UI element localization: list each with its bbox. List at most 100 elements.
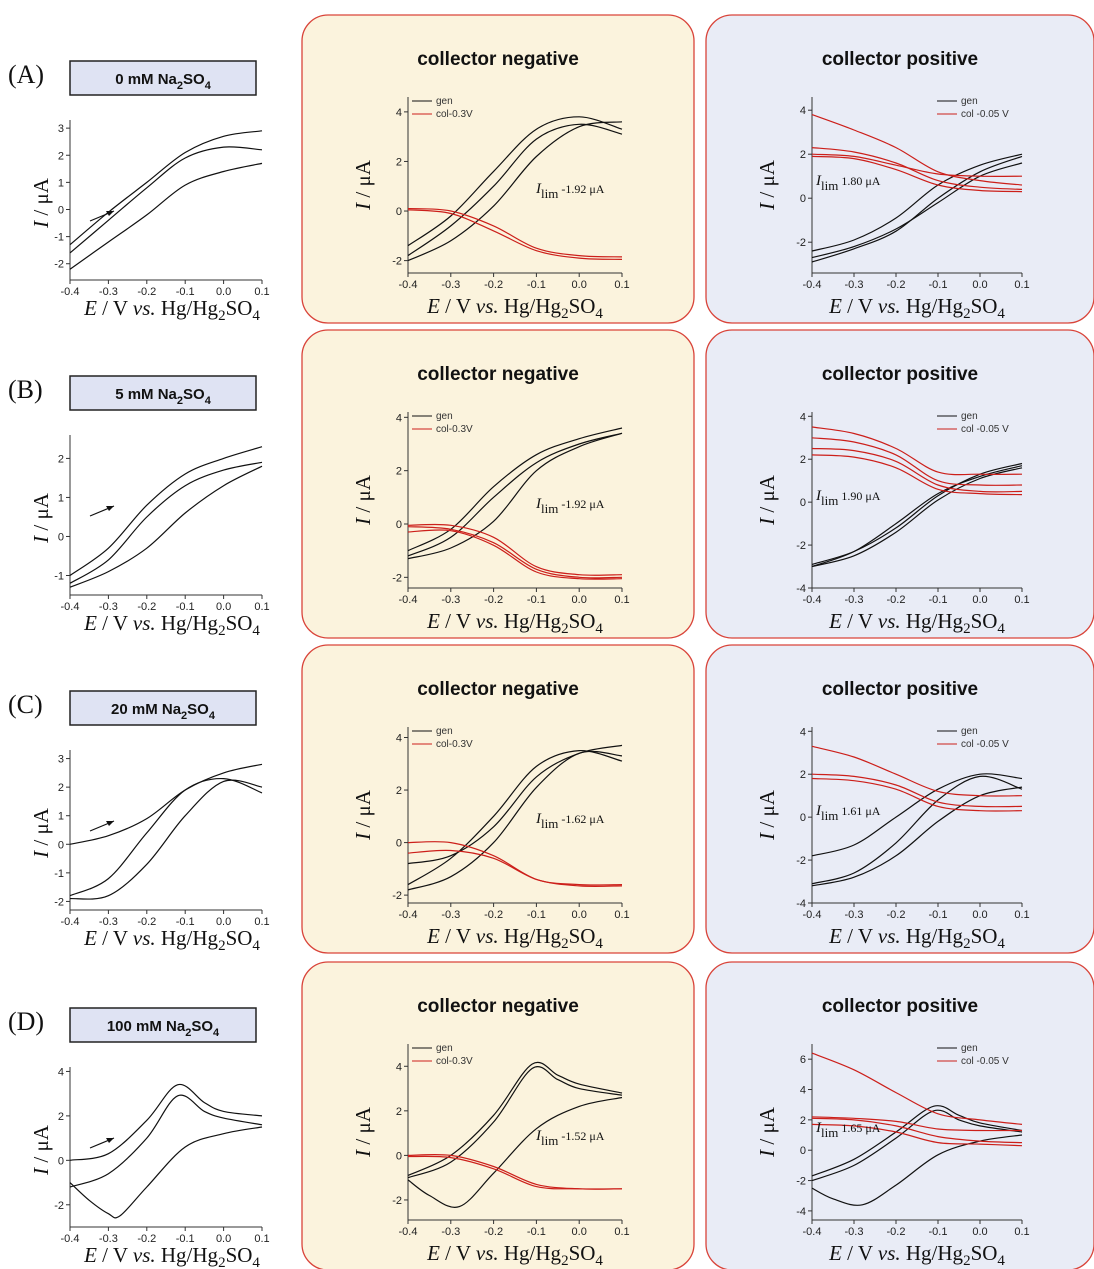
- panel-title: collector positive: [822, 679, 978, 700]
- row-2: (C) 20 mM Na2SO4-0.4 -0.3 -0.2 -0.1 0.0 0.1321…: [8, 644, 1094, 954]
- xlabel-sub: 4: [595, 936, 603, 952]
- pos-xtick-label: -0.1: [929, 1226, 948, 1238]
- overview-ytick-label: 3: [58, 123, 64, 135]
- ilim-sub: lim: [541, 186, 558, 201]
- ylabel-symbol: I: [29, 1167, 53, 1176]
- pos-xtick-label: -0.3: [845, 279, 864, 291]
- xlabel-sub: 4: [997, 306, 1005, 322]
- neg-gen-curve: [407, 123, 623, 257]
- ilim-symbol: I: [535, 811, 542, 827]
- overview-xtick-label: 0.0: [216, 916, 231, 928]
- pos-gen-curve: [811, 775, 1023, 885]
- ylabel-symbol: I: [351, 202, 375, 211]
- neg-gen-curve: [407, 744, 623, 865]
- panel-xlabel: E / V vs. Hg/Hg2SO4: [828, 924, 1005, 952]
- pos-ytick-label: 2: [800, 454, 806, 466]
- ilim-symbol: I: [535, 496, 542, 512]
- neg-axes: -0.4 -0.3 -0.2 -0.1 0.0 0.1 4 2 0 -2: [392, 97, 630, 291]
- ylabel-unit: / μA: [29, 177, 53, 221]
- condition-box: [69, 690, 257, 726]
- xlabel-sub: 2: [218, 308, 226, 324]
- neg-axes: -0.4 -0.3 -0.2 -0.1 0.0 0.1 4 2 0 -2: [392, 1044, 630, 1238]
- pos-plot: [811, 745, 1023, 887]
- overview-cv-curve: [69, 130, 263, 246]
- overview-cv-curve: [69, 1126, 263, 1219]
- xlabel-vs: vs.: [476, 609, 499, 633]
- condition-label: 5 mM Na2SO4: [115, 386, 212, 407]
- ylabel-symbol: I: [29, 535, 53, 544]
- overview-xlabel: E / V vs. Hg/Hg2SO4: [83, 611, 260, 639]
- ylabel-symbol: I: [29, 220, 53, 229]
- pos-ytick-label: 4: [800, 1085, 806, 1097]
- overview-xtick-label: -0.3: [99, 601, 118, 613]
- neg-xtick-label: -0.3: [441, 279, 460, 291]
- xlabel-ref: Hg/Hg: [499, 609, 562, 633]
- pos-col-0-05-v-curve: [811, 153, 1023, 177]
- ilim-sub: lim: [541, 501, 558, 516]
- pos-ytick-label: -2: [796, 540, 806, 552]
- neg-gen-curve: [407, 749, 623, 886]
- panel-xlabel: E / V vs. Hg/Hg2SO4: [426, 294, 603, 322]
- overview-xtick-label: 0.1: [254, 601, 269, 613]
- arrow-head-icon: [106, 821, 114, 826]
- overview-ytick-label: -1: [54, 232, 64, 244]
- xlabel-sub: 2: [561, 936, 569, 952]
- ilim-sub: lim: [821, 1125, 838, 1140]
- neg-xtick-label: -0.3: [441, 594, 460, 606]
- ilim-value: 1.90 μA: [838, 489, 880, 503]
- neg-ytick-label: -2: [392, 890, 402, 902]
- pos-col-0-05-v-curve: [811, 155, 1023, 193]
- collector-positive-panel: collector positive -0.4 -0.3 -0.2 -0.1 0.0 0.1…: [705, 329, 1094, 639]
- ilim-annotation: Ilim -1.62 μA: [535, 811, 605, 831]
- xlabel-vs: vs.: [878, 294, 901, 318]
- overview-cv-curve: [69, 465, 263, 588]
- panel-title: collector positive: [822, 364, 978, 385]
- neg-ytick-label: 0: [396, 519, 402, 531]
- neg-ytick-label: 2: [396, 1106, 402, 1118]
- xlabel-sub: 4: [252, 1255, 260, 1269]
- xlabel-vs: vs.: [878, 1241, 901, 1265]
- legend-label: col-0.3V: [436, 424, 473, 435]
- xlabel-so: SO: [226, 1243, 253, 1267]
- pos-col-0-05-v-curve: [811, 773, 1023, 808]
- ilim-sub: lim: [541, 816, 558, 831]
- panel-title: collector negative: [417, 364, 579, 385]
- collector-positive-panel: collector positive -0.4 -0.3 -0.2 -0.1 0.0 0.1…: [705, 14, 1094, 324]
- overview-ytick-label: 2: [58, 782, 64, 794]
- xlabel-sub: 2: [561, 621, 569, 637]
- ylabel-symbol: I: [351, 517, 375, 526]
- overview-cv-curve: [69, 1083, 263, 1161]
- neg-col-0-3v-curve: [407, 523, 623, 576]
- neg-ytick-label: 0: [396, 206, 402, 218]
- pos-col-0-05-v-curve: [811, 1117, 1023, 1144]
- overview-ytick-label: 3: [58, 754, 64, 766]
- xlabel-ref: Hg/Hg: [156, 296, 219, 320]
- pos-col-0-05-v-curve: [811, 114, 1023, 186]
- pos-ytick-label: 4: [800, 105, 806, 117]
- panel-xlabel: E / V vs. Hg/Hg2SO4: [828, 294, 1005, 322]
- neg-xtick-label: -0.4: [399, 1226, 418, 1238]
- legend-label: gen: [436, 1043, 453, 1054]
- pos-ytick-label: 0: [800, 812, 806, 824]
- overview-ylabel: I / μA: [29, 1124, 53, 1176]
- neg-ytick-label: 0: [396, 838, 402, 850]
- ylabel-symbol: I: [755, 832, 779, 841]
- collector-negative-panel: collector negative -0.4 -0.3 -0.2 -0.1 0.0 0.1…: [301, 644, 695, 954]
- overview-axes: -0.4 -0.3 -0.2 -0.1 0.0 0.1 3 2 1 0 -1 -2: [54, 750, 270, 928]
- neg-xtick-label: 0.0: [572, 594, 587, 606]
- pos-xtick-label: -0.1: [929, 279, 948, 291]
- neg-xtick-label: -0.4: [399, 594, 418, 606]
- overview-ytick-label: 0: [58, 1155, 64, 1167]
- xlabel-symbol: E: [426, 609, 440, 633]
- overview-xtick-label: 0.0: [216, 601, 231, 613]
- ilim-annotation: Ilim 1.80 μA: [815, 173, 881, 193]
- condition-sub: 4: [205, 395, 212, 407]
- neg-gen-curve: [407, 427, 623, 552]
- panel-title: collector negative: [417, 996, 579, 1017]
- pos-col-0-05-v-curve: [811, 745, 1023, 797]
- xlabel-symbol: E: [828, 1241, 842, 1265]
- pos-gen-curve: [811, 1109, 1023, 1182]
- xlabel-sub: 2: [561, 1253, 569, 1269]
- overview-ytick-label: 0: [58, 204, 64, 216]
- legend-label: gen: [961, 411, 978, 422]
